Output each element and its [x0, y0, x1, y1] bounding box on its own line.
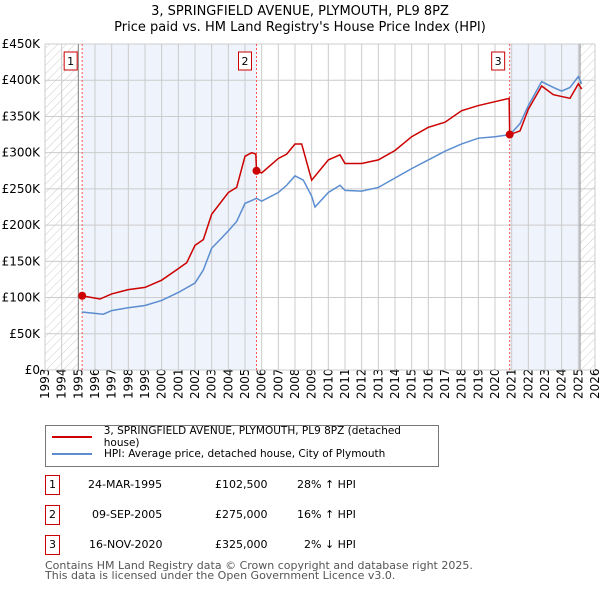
x-tick-label: 2013: [371, 368, 385, 399]
sale-number: 3: [45, 535, 60, 555]
x-tick-label: 2020: [488, 368, 502, 399]
x-tick-label: 2009: [305, 368, 319, 399]
sale-label: 1: [67, 55, 74, 68]
sale-price: £275,000: [215, 508, 268, 521]
y-tick-label: £300K: [2, 146, 42, 160]
y-tick-label: £450K: [2, 37, 42, 51]
x-tick-label: 1995: [71, 368, 85, 399]
y-tick-label: £150K: [2, 254, 42, 268]
sale-label-box: [63, 51, 78, 71]
footer-licence: This data is licensed under the Open Gov…: [45, 569, 396, 582]
x-tick-label: 2002: [188, 368, 202, 399]
sale-price: £102,500: [215, 478, 268, 491]
sale-date: 09-SEP-2005: [92, 508, 163, 521]
legend-swatch-blue: [52, 453, 92, 455]
legend-label: 3, SPRINGFIELD AVENUE, PLYMOUTH, PL9 8PZ…: [103, 425, 401, 449]
y-tick-label: £50K: [9, 327, 41, 341]
sale-label-box: [238, 51, 252, 71]
y-tick-label: £350K: [2, 109, 42, 123]
x-tick-label: 2015: [405, 368, 419, 399]
x-tick-label: 2005: [238, 368, 252, 399]
y-tick-label: £100K: [2, 291, 42, 305]
sale-row: 3 16-NOV-2020 £325,000 2% ↓ HPI: [45, 535, 445, 555]
sale-hpi: 28% ↑ HPI: [297, 478, 356, 491]
x-tick-label: 2008: [288, 368, 302, 399]
x-tick-label: 2007: [271, 368, 285, 399]
chart-title: 3, SPRINGFIELD AVENUE, PLYMOUTH, PL9 8PZ: [151, 4, 449, 19]
no-data-hatch-right: [580, 44, 595, 370]
legend-label: HPI: Average price, detached house, City…: [104, 448, 386, 460]
x-tick-label: 2024: [555, 368, 569, 399]
sale-point: [252, 166, 261, 175]
x-tick-label: 1999: [138, 368, 152, 399]
x-tick-label: 2001: [171, 368, 185, 399]
x-tick-label: 1993: [38, 368, 52, 399]
y-tick-label: £200K: [2, 218, 42, 232]
sale-hpi: 2% ↓ HPI: [304, 538, 356, 551]
price-chart: 1993 1994 1995 1996 1997 1998 1999 2000 2001 2002…: [2, 37, 600, 399]
sale-point: [505, 130, 514, 139]
x-tick-label: 2011: [338, 368, 352, 399]
sale-number: 2: [45, 505, 60, 525]
sale-label-box: [491, 51, 506, 71]
x-tick-label: 2025: [571, 368, 585, 399]
legend-swatch-red: [52, 436, 92, 438]
x-tick-label: 2012: [355, 368, 369, 399]
hpi-line: [81, 75, 583, 315]
legend: 3, SPRINGFIELD AVENUE, PLYMOUTH, PL9 8PZ…: [45, 425, 439, 467]
footer-copyright: Contains HM Land Registry data © Crown c…: [45, 559, 473, 572]
x-tick-label: 2014: [388, 368, 402, 399]
x-tick-label: 2003: [205, 368, 219, 399]
y-tick-label: £0: [25, 363, 40, 377]
x-tick-label: 2026: [588, 368, 600, 399]
x-tick-label: 1998: [121, 368, 135, 399]
x-tick-label: 2004: [221, 368, 235, 399]
sale-row: 1 24-MAR-1995 £102,500 28% ↑ HPI: [45, 475, 445, 495]
sale-date: 16-NOV-2020: [89, 538, 163, 551]
x-tick-label: 2022: [521, 368, 535, 399]
x-tick-label: 2018: [455, 368, 469, 399]
x-tick-label: 2000: [155, 368, 169, 399]
sale-number: 1: [45, 475, 60, 495]
x-tick-label: 2019: [471, 368, 485, 399]
x-tick-label: 2017: [438, 368, 452, 399]
y-tick-label: £250K: [2, 182, 42, 196]
chart-subtitle: Price paid vs. HM Land Registry's House …: [114, 20, 486, 35]
sale-price: £325,000: [215, 538, 268, 551]
x-tick-label: 2006: [255, 368, 269, 399]
sale-row: 2 09-SEP-2005 £275,000 16% ↑ HPI: [45, 505, 445, 525]
x-tick-label: 1997: [105, 368, 119, 399]
sale-label: 3: [495, 55, 502, 68]
ownership-shade-1: [82, 44, 257, 370]
legend-item-property: 3, SPRINGFIELD AVENUE, PLYMOUTH, PL9 8PZ…: [46, 425, 438, 449]
sale-label: 2: [242, 55, 249, 68]
y-tick-label: £400K: [2, 73, 42, 87]
sale-point: [78, 291, 87, 300]
sale-date: 24-MAR-1995: [88, 478, 163, 491]
x-tick-label: 1996: [88, 368, 102, 399]
x-tick-label: 1994: [55, 368, 69, 399]
x-tick-label: 2023: [538, 368, 552, 399]
legend-item-hpi: HPI: Average price, detached house, City…: [46, 446, 385, 462]
x-tick-label: 2010: [321, 368, 335, 399]
sale-hpi: 16% ↑ HPI: [297, 508, 356, 521]
x-tick-label: 2021: [505, 368, 519, 399]
x-tick-label: 2016: [421, 368, 435, 399]
